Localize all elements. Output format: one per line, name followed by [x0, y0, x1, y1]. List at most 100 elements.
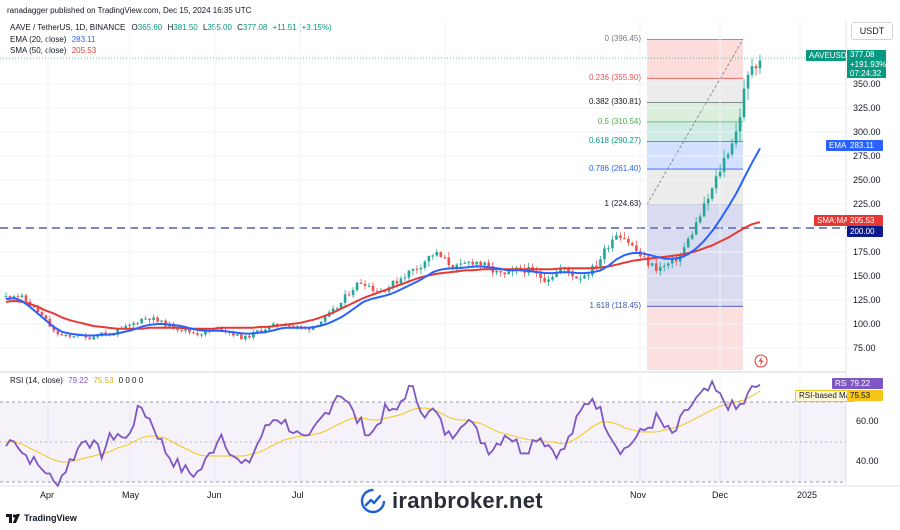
candle-body — [252, 332, 255, 338]
candle-body — [459, 263, 463, 265]
broker-logo-icon — [360, 488, 386, 514]
candle-body — [407, 270, 411, 278]
candle-body — [439, 251, 443, 258]
rsi-legend[interactable]: RSI (14, close) 79.22 75.53 0 0 0 0 — [10, 376, 143, 385]
candle-body — [172, 323, 175, 329]
candle-body — [599, 259, 602, 267]
ema-legend-value: 283.11 — [71, 35, 96, 44]
candle-body — [8, 296, 12, 299]
price-tick: 250.00 — [853, 175, 881, 185]
candle-body — [331, 308, 335, 313]
ema-tag-value: 283.11 — [847, 140, 883, 151]
ema-legend[interactable]: EMA (20, close) 283.11 — [10, 35, 96, 44]
rsi-ma-line — [6, 390, 761, 463]
price-tick: 350.00 — [853, 79, 881, 89]
tradingview-logo[interactable]: TradingView — [6, 513, 77, 523]
candle-body — [559, 268, 562, 272]
candle-body — [694, 222, 698, 235]
candle-body — [674, 258, 678, 262]
fib-zone — [647, 169, 743, 205]
candle-body — [232, 332, 235, 336]
candle-body — [16, 296, 20, 298]
candle-body — [730, 143, 734, 155]
ohlc-line: AAVE / TetherUS, 1D, BINANCE O365.60 H38… — [10, 23, 332, 32]
candle-body — [455, 264, 459, 269]
candle-body — [136, 323, 139, 325]
candle-body — [184, 329, 187, 331]
fib-zone — [647, 204, 743, 307]
candle-body — [76, 335, 80, 337]
candle-body — [646, 256, 650, 266]
sma50-line — [5, 221, 761, 330]
candle-body — [192, 332, 195, 334]
watermark-text: iranbroker.net — [392, 488, 543, 513]
candle-body — [335, 308, 339, 310]
rsi-line — [5, 379, 761, 488]
candle-body — [467, 261, 471, 263]
candle-body — [88, 337, 92, 340]
candle-body — [670, 258, 674, 264]
candle-body — [375, 290, 379, 292]
candle-body — [355, 282, 359, 291]
candle-body — [718, 171, 722, 177]
bar-countdown: 07:24:32 — [850, 69, 882, 78]
candle-body — [603, 248, 606, 260]
currency-selector[interactable]: USDT — [851, 22, 893, 40]
rsi-legend-zeros: 0 0 0 0 — [118, 376, 144, 385]
candle-body — [451, 265, 455, 269]
symbol-title: AAVE / TetherUS, 1D, BINANCE — [10, 23, 126, 32]
candle-body — [750, 66, 754, 75]
candle-body — [176, 328, 179, 330]
candle-body — [710, 188, 714, 199]
candle-body — [343, 294, 347, 303]
candle-body — [595, 265, 598, 267]
fib-label: 0.236 (355.90) — [588, 73, 641, 83]
candle-body — [579, 278, 582, 280]
candle-body — [650, 263, 654, 266]
candle-body — [72, 336, 76, 338]
candle-body — [264, 329, 267, 332]
candle-body — [571, 271, 574, 277]
candle-body — [32, 306, 36, 308]
candle-body — [295, 326, 299, 328]
candle-body — [20, 295, 24, 298]
price-tick: 175.00 — [853, 247, 881, 257]
rsi-ma-legend-value: 75.53 — [93, 376, 114, 385]
price-tick: 325.00 — [853, 103, 881, 113]
candle-body — [567, 267, 570, 272]
candle-body — [64, 334, 68, 336]
watermark: iranbroker.net — [360, 488, 543, 514]
fib-zone — [647, 306, 743, 370]
candle-body — [682, 247, 686, 255]
sma-legend-label: SMA (50, close) — [10, 46, 67, 55]
fib-zone — [647, 102, 743, 122]
lightning-icon[interactable] — [754, 354, 768, 368]
candle-body — [160, 320, 163, 322]
time-tick: Jul — [292, 490, 304, 500]
candle-body — [96, 336, 100, 338]
candle-body — [575, 276, 578, 279]
sma-legend[interactable]: SMA (50, close) 205.53 — [10, 46, 96, 55]
rsi-indicator — [0, 379, 846, 488]
sma-tag: SMA:MA — [814, 215, 852, 226]
price-tick: 300.00 — [853, 127, 881, 137]
candle-body — [447, 257, 451, 266]
candle-body — [132, 323, 135, 325]
time-tick: May — [122, 490, 140, 500]
fibonacci-retracement — [0, 39, 846, 370]
candle-body — [758, 60, 762, 69]
high-value: 381.50 — [173, 23, 198, 32]
candle-body — [427, 255, 431, 262]
candle-body — [643, 256, 646, 258]
candle-body — [431, 255, 435, 257]
rsi-tag: RSI — [832, 378, 852, 389]
candle-body — [411, 268, 415, 271]
candle-body — [347, 294, 351, 296]
rsi-tick-60: 60.00 — [856, 416, 879, 426]
rsi-legend-label: RSI (14, close) — [10, 376, 63, 385]
candle-body — [152, 317, 155, 320]
candle-body — [623, 238, 626, 240]
candle-body — [200, 334, 203, 336]
candle-body — [479, 261, 483, 266]
